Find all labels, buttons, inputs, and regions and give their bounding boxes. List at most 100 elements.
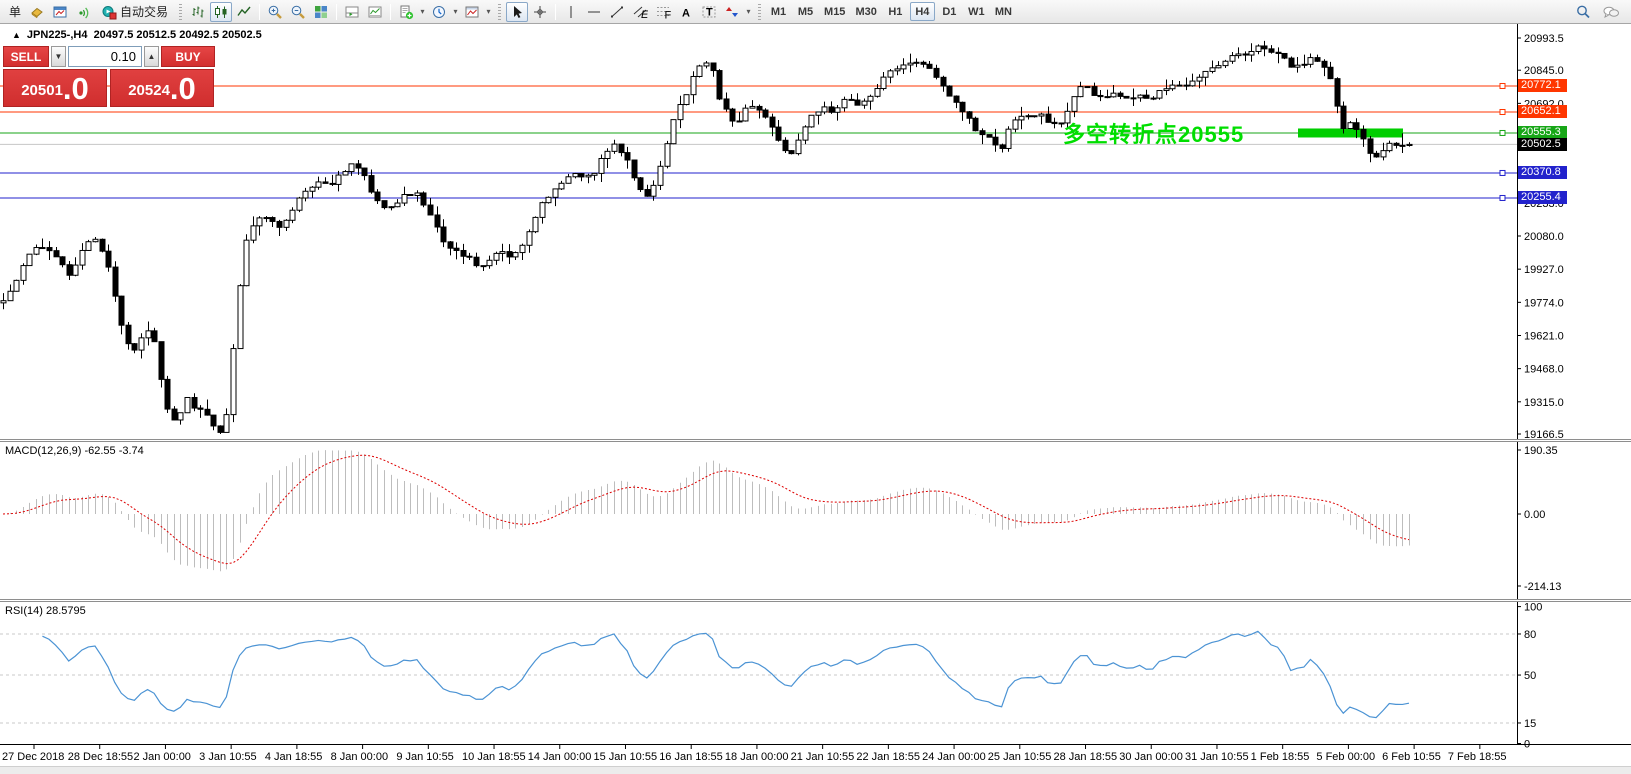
level-price-label[interactable]: 20255.4 bbox=[1518, 191, 1567, 205]
panel-divider[interactable] bbox=[0, 599, 1631, 602]
time-tick-label: 5 Feb 00:00 bbox=[1316, 751, 1376, 763]
toolbar-separator bbox=[555, 3, 557, 20]
svg-text:E: E bbox=[641, 9, 648, 20]
templates-icon[interactable] bbox=[461, 2, 483, 22]
timeframe-H4[interactable]: H4 bbox=[909, 2, 935, 21]
sell-quote-tile[interactable]: 20501.0 bbox=[3, 69, 107, 107]
text-icon[interactable]: A bbox=[675, 2, 697, 22]
horizontal-line-icon[interactable] bbox=[583, 2, 605, 22]
time-axis[interactable]: 27 Dec 2018 28 Dec 18:55 2 Jan 00:00 3 Jan … bbox=[0, 745, 1631, 766]
rsi-label: RSI(14) 28.5795 bbox=[5, 605, 86, 617]
chevron-down-icon[interactable]: ▾ bbox=[746, 7, 751, 16]
tile-windows-icon[interactable] bbox=[310, 2, 332, 22]
time-tick-label: 10 Jan 18:55 bbox=[462, 751, 526, 763]
toolbar-separator bbox=[336, 3, 338, 20]
chart-title: ▲ JPN225-,H4 20497.5 20512.5 20492.5 205… bbox=[12, 29, 262, 41]
arrows-icon[interactable] bbox=[721, 2, 743, 22]
line-drag-handle[interactable] bbox=[1499, 108, 1506, 115]
menu-item-order[interactable]: 单 bbox=[9, 5, 22, 19]
symbol-ohlc-title: JPN225-,H4 20497.5 20512.5 20492.5 20502… bbox=[26, 29, 262, 41]
timeframe-MN[interactable]: MN bbox=[994, 5, 1012, 18]
buy-button[interactable]: BUY bbox=[161, 46, 215, 67]
add-indicator-icon[interactable] bbox=[395, 2, 417, 22]
sell-price-fraction: .0 bbox=[62, 71, 89, 106]
chevron-down-icon[interactable]: ▾ bbox=[453, 7, 458, 16]
time-tick-label: 6 Feb 10:55 bbox=[1382, 751, 1441, 763]
charts-window-icon[interactable] bbox=[49, 2, 71, 22]
zoom-in-icon[interactable] bbox=[264, 2, 286, 22]
chevron-down-icon[interactable]: ▾ bbox=[486, 7, 491, 16]
volume-decrease-button[interactable]: ▼ bbox=[51, 46, 66, 67]
channel-icon[interactable]: E bbox=[629, 2, 651, 22]
macd-tick-label: -214.13 bbox=[1524, 581, 1561, 593]
timeframe-group: M1 M5 M15 M30 H1 H4 D1 W1 MN bbox=[766, 2, 1016, 21]
timeframe-M5[interactable]: M5 bbox=[797, 5, 814, 18]
line-chart-icon[interactable] bbox=[233, 2, 255, 22]
line-drag-handle[interactable] bbox=[1499, 169, 1506, 176]
time-tick-label: 31 Jan 10:55 bbox=[1184, 751, 1249, 763]
rsi-line bbox=[42, 630, 1410, 719]
pivot-annotation-text[interactable]: 多空转折点20555 bbox=[1063, 122, 1245, 147]
timeframe-M30[interactable]: M30 bbox=[855, 5, 877, 18]
candlestick-chart-icon[interactable] bbox=[210, 1, 233, 22]
toolbar-grip[interactable] bbox=[498, 3, 502, 20]
buy-quote-tile[interactable]: 20524.0 bbox=[110, 69, 214, 107]
level-price-label[interactable]: 20652.1 bbox=[1518, 105, 1567, 119]
timeframe-D1[interactable]: D1 bbox=[942, 5, 957, 18]
current-price-label[interactable]: 20502.5 bbox=[1518, 137, 1567, 151]
panel-divider[interactable] bbox=[0, 439, 1631, 442]
line-drag-handle[interactable] bbox=[1499, 194, 1506, 201]
sell-button[interactable]: SELL bbox=[3, 46, 49, 67]
rsi-tick-label: 100 bbox=[1524, 602, 1542, 614]
periods-icon[interactable] bbox=[428, 2, 450, 22]
signal-icon[interactable] bbox=[72, 2, 94, 22]
timeframe-W1[interactable]: W1 bbox=[968, 5, 985, 18]
price-tick-label: 19621.0 bbox=[1524, 330, 1564, 342]
chat-icon[interactable] bbox=[1600, 2, 1622, 22]
price-tick-label: 20993.5 bbox=[1524, 33, 1564, 45]
line-drag-handle[interactable] bbox=[1499, 129, 1506, 136]
indicator-list-icon[interactable] bbox=[364, 2, 386, 22]
time-tick-label: 8 Jan 00:00 bbox=[330, 751, 389, 763]
autotrade-label: 自动交易 bbox=[120, 5, 169, 19]
timeframe-M15[interactable]: M15 bbox=[824, 5, 846, 18]
volume-increase-button[interactable]: ▲ bbox=[144, 46, 159, 67]
level-price-label[interactable]: 20772.1 bbox=[1518, 79, 1567, 93]
svg-text:T: T bbox=[706, 6, 713, 18]
line-drag-handle[interactable] bbox=[1499, 82, 1506, 89]
svg-text:A: A bbox=[682, 7, 690, 19]
vertical-line-icon[interactable] bbox=[560, 2, 582, 22]
autotrade-button[interactable]: 自动交易 bbox=[95, 2, 174, 22]
search-icon[interactable] bbox=[1572, 2, 1594, 22]
toolbar-grip[interactable] bbox=[179, 3, 183, 20]
toolbar: 单 自动交易 ▾ ▾ ▾ E F A T ▾ bbox=[0, 0, 1631, 24]
indicator-window-icon[interactable] bbox=[341, 2, 363, 22]
bar-chart-icon[interactable] bbox=[187, 2, 209, 22]
pivot-highlight-bar[interactable] bbox=[1298, 128, 1403, 138]
rsi-tick-label: 80 bbox=[1524, 629, 1536, 641]
cursor-icon[interactable] bbox=[506, 1, 529, 22]
chevron-down-icon[interactable]: ▾ bbox=[420, 7, 425, 16]
price-tick-label: 19774.0 bbox=[1524, 297, 1564, 309]
toolbar-separator bbox=[390, 3, 392, 20]
sell-price: 20501 bbox=[21, 82, 63, 99]
level-price-label[interactable]: 20370.8 bbox=[1518, 166, 1567, 180]
candlesticks bbox=[0, 40, 1413, 434]
price-tick-label: 20080.0 bbox=[1524, 231, 1564, 243]
time-tick-label: 28 Dec 18:55 bbox=[67, 751, 134, 763]
text-label-icon[interactable]: T bbox=[698, 2, 720, 22]
timeframe-H1[interactable]: H1 bbox=[888, 5, 903, 18]
time-tick-label: 30 Jan 00:00 bbox=[1119, 751, 1183, 763]
new-order-icon[interactable] bbox=[26, 2, 48, 22]
time-tick-label: 1 Feb 18:55 bbox=[1250, 751, 1310, 763]
fibonacci-icon[interactable]: F bbox=[652, 2, 674, 22]
level-price-label[interactable]: 20555.3 bbox=[1518, 126, 1567, 140]
toolbar-grip[interactable] bbox=[758, 3, 762, 20]
zoom-out-icon[interactable] bbox=[287, 2, 309, 22]
timeframe-M1[interactable]: M1 bbox=[770, 5, 787, 18]
trendline-icon[interactable] bbox=[606, 2, 628, 22]
volume-input[interactable]: 0.10 bbox=[68, 46, 142, 67]
panel-collapse-arrow[interactable]: ▲ bbox=[12, 30, 21, 40]
crosshair-icon[interactable] bbox=[529, 2, 551, 22]
